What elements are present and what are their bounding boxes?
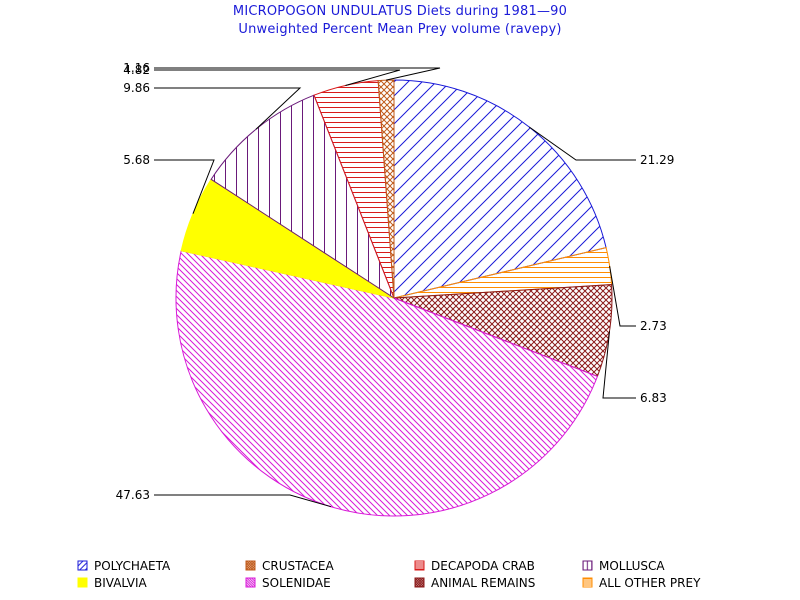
legend-label-solenidae: SOLENIDAE bbox=[262, 576, 331, 590]
chart-title: MICROPOGON UNDULATUS Diets during 1981—9… bbox=[232, 4, 568, 19]
leader-line-animal-remains bbox=[602, 331, 636, 399]
legend-swatch-solenidae bbox=[245, 577, 256, 588]
legend-swatch-mollusca bbox=[582, 560, 593, 571]
leader-line-crustacea bbox=[154, 67, 441, 81]
legend-label-bivalvia: BIVALVIA bbox=[94, 576, 148, 590]
legend-label-all-other-prey: ALL OTHER PREY bbox=[599, 576, 701, 590]
legend-item-solenidae: SOLENIDAE bbox=[245, 576, 331, 590]
legend-swatch-polychaeta bbox=[77, 560, 88, 571]
pie-slice-mollusca bbox=[210, 94, 396, 300]
pie-slice-solenidae bbox=[175, 250, 599, 517]
legend-item-animal-remains: ANIMAL REMAINS bbox=[414, 576, 535, 590]
legend-label-crustacea: CRUSTACEA bbox=[262, 559, 334, 573]
value-labels: 21.29 2.73 6.83 47.63 5.68 9.86 4.821.16 bbox=[116, 61, 675, 502]
leader-line-polychaeta bbox=[528, 126, 636, 161]
value-label-decapoda-crab: 4.82 bbox=[123, 63, 150, 77]
leader-line-solenidae bbox=[154, 494, 332, 508]
pie-slice-polychaeta bbox=[393, 79, 607, 299]
value-label-mollusca: 9.86 bbox=[123, 81, 150, 95]
legend-swatch-decapoda-crab bbox=[414, 560, 425, 571]
legend-label-animal-remains: ANIMAL REMAINS bbox=[431, 576, 535, 590]
value-label-solenidae: 47.63 bbox=[116, 488, 150, 502]
legend: POLYCHAETA CRUSTACEA DECAPODA CRAB MOLLUSCA… bbox=[77, 559, 701, 590]
legend-label-mollusca: MOLLUSCA bbox=[599, 559, 665, 573]
leader-line-all-other-prey bbox=[609, 265, 636, 327]
leader-line-decapoda-crab bbox=[154, 69, 401, 86]
legend-label-decapoda-crab: DECAPODA CRAB bbox=[431, 559, 535, 573]
pie-slice-crustacea bbox=[377, 79, 395, 299]
value-label-bivalvia: 5.68 bbox=[123, 153, 150, 167]
legend-label-polychaeta: POLYCHAETA bbox=[94, 559, 171, 573]
chart-subtitle: Unweighted Percent Mean Prey volume (rav… bbox=[238, 22, 562, 37]
legend-item-bivalvia: BIVALVIA bbox=[77, 576, 148, 590]
legend-swatch-animal-remains bbox=[414, 577, 425, 588]
value-label-polychaeta: 21.29 bbox=[640, 153, 674, 167]
legend-item-all-other-prey: ALL OTHER PREY bbox=[582, 576, 701, 590]
legend-item-polychaeta: POLYCHAETA bbox=[77, 559, 171, 573]
leader-line-mollusca bbox=[154, 87, 302, 130]
value-label-animal-remains: 6.83 bbox=[640, 391, 667, 405]
legend-item-decapoda-crab: DECAPODA CRAB bbox=[414, 559, 535, 573]
leader-line-bivalvia bbox=[154, 159, 215, 214]
value-label-all-other-prey: 2.73 bbox=[640, 319, 667, 333]
legend-item-crustacea: CRUSTACEA bbox=[245, 559, 334, 573]
value-label-crustacea: 1.16 bbox=[123, 61, 150, 75]
legend-swatch-all-other-prey bbox=[582, 577, 593, 588]
legend-item-mollusca: MOLLUSCA bbox=[582, 559, 665, 573]
leader-lines bbox=[154, 67, 636, 508]
legend-swatch-bivalvia bbox=[77, 577, 88, 588]
legend-swatch-crustacea bbox=[245, 560, 256, 571]
slices bbox=[175, 79, 613, 517]
